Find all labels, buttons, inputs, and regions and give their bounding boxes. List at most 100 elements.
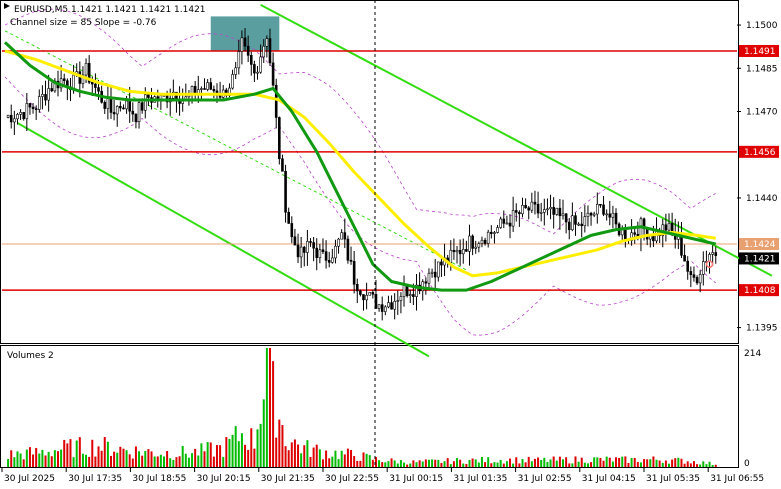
candle-body [508,222,512,227]
channel-lines [4,3,773,358]
candle-body [87,62,91,83]
candle-body [530,201,534,211]
time-axis[interactable]: 30 Jul 2025 30 Jul 17:35 30 Jul 18:55 30 Ju… [1,468,764,484]
candle-body [234,67,237,75]
candle-body [589,212,593,216]
candle-body [103,102,107,109]
candle-body [415,284,418,297]
candle-body [536,203,540,214]
candle-body [237,51,241,69]
candle-body [449,249,453,263]
candle-body [471,235,474,249]
candle-body [296,244,300,258]
y-tick-label: 1.1395 [746,324,778,334]
candle-body [384,306,387,312]
candle-body [274,84,278,118]
candle-body [134,113,138,122]
x-tick-label: 31 Jul 06:55 [710,474,764,484]
candle-body [62,78,66,82]
level-tag-label: 1.1491 [744,47,776,57]
candle-body [711,252,714,255]
candle-body [599,203,602,206]
candle-body [686,260,690,272]
price-panel-frame [0,0,739,344]
candle-body [243,37,247,47]
candle-body [714,252,718,256]
candle-body [474,246,478,249]
candle-body [327,260,331,263]
candle-body [212,88,216,92]
candle-body [343,232,347,240]
candle-body [324,251,328,261]
candle-body [483,239,487,244]
candle-body [246,45,250,56]
candle-body [521,205,524,215]
candle-body [465,249,468,252]
price-line-tag-label: 1.1424 [744,240,776,250]
expand-triangle-icon[interactable] [4,3,10,9]
candle-body [518,212,521,215]
candle-body [125,100,128,110]
candle-body [611,212,615,218]
candle-body [514,210,518,213]
candle-body [377,304,381,309]
candle-body [480,239,484,244]
candle-body [433,271,437,278]
level-tag-label: 1.1456 [744,148,776,158]
candle-body [430,271,434,274]
candle-body [539,212,543,214]
candle-body [44,94,47,101]
candle-body [256,71,259,74]
candle-body [84,62,88,76]
x-tick-label: 30 Jul 20:15 [197,474,251,484]
candle-body [586,212,590,217]
circle-marker-icon [705,260,714,268]
candle-body [290,223,294,238]
candle-body [268,38,272,64]
candle-body [502,218,506,224]
candle-body [122,107,125,110]
candle-body [408,294,412,296]
candle-body [698,274,702,284]
symbol-line: EURUSD,M5 1.1421 1.1421 1.1421 1.1421 [14,5,206,15]
candle-body [486,231,490,244]
candle-body [22,112,26,120]
price-tags: 1.1491 1.1456 1.1408 1.1424 1.1421 [739,44,779,297]
x-tick-label: 30 Jul 2025 [4,474,55,484]
candle-body [306,241,309,253]
candle-body [387,302,390,308]
candle-body [203,88,206,90]
candle-body [368,292,372,296]
price-axis[interactable]: 1.1500 1.1485 1.1470 1.1440 1.1395 [737,21,778,334]
y-tick-label: 1.1440 [746,194,778,204]
candle-body [115,106,119,115]
candle-body [31,106,35,110]
candle-body [596,203,599,215]
candle-body [689,271,693,275]
candle-body [396,300,400,302]
candle-body [94,83,97,88]
candle-body [293,236,297,246]
volumes-panel-frame [0,345,739,468]
candle-body [602,204,605,215]
candle-body [524,205,527,209]
candle-body [477,243,481,248]
candle-body [340,232,343,240]
candle-body [143,94,147,111]
moving-averages [3,41,717,292]
x-tick-label: 31 Jul 04:15 [582,474,636,484]
candle-body [564,213,568,223]
candle-body [468,235,471,252]
candle-body [265,38,269,47]
candle-body [511,210,515,227]
candle-body [346,238,350,261]
candle-body [499,218,502,228]
candle-body [667,222,671,231]
candle-body [440,261,443,266]
candle-body [490,231,493,234]
candle-body [119,106,122,109]
channel-line-3 [4,30,467,271]
candle-body [128,100,131,112]
candle-body [209,82,213,90]
